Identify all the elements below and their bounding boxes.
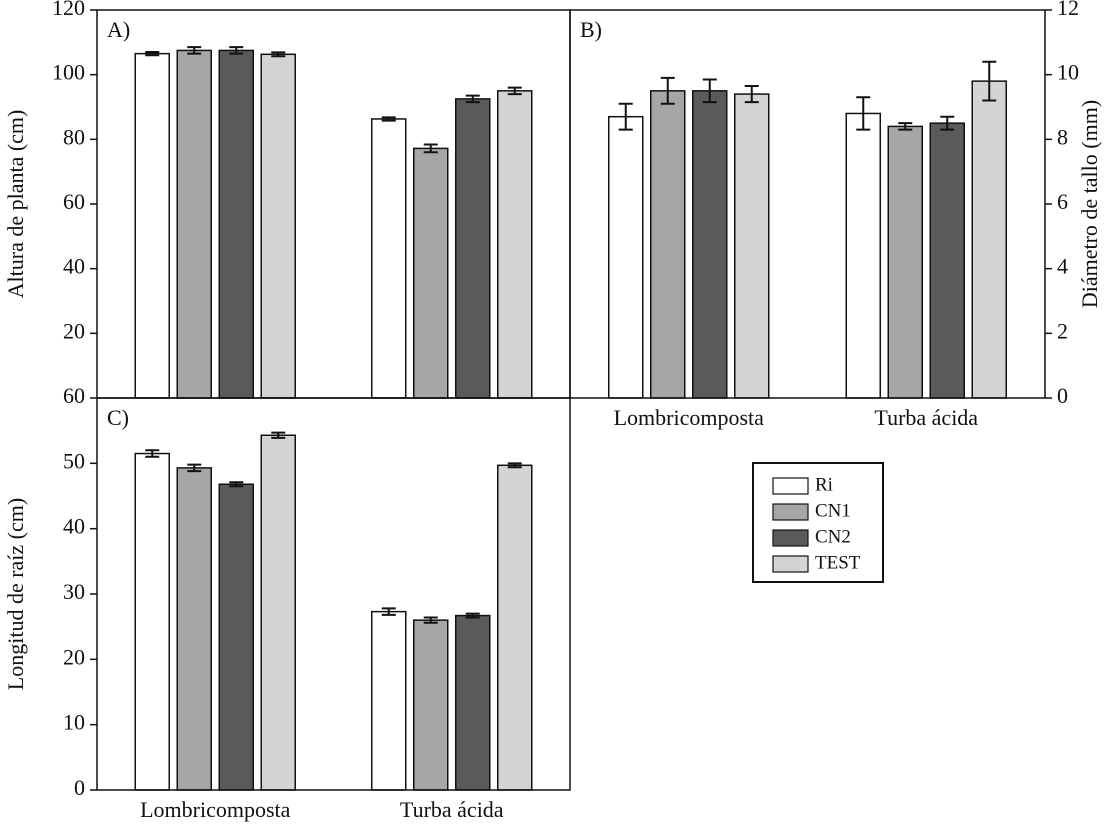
bar	[371, 610, 407, 791]
legend-swatch	[772, 503, 809, 521]
y-tick-label: 4	[1057, 254, 1068, 279]
error-bar	[660, 76, 675, 105]
bar	[413, 619, 449, 791]
y-tick-label: 40	[63, 254, 85, 279]
error-bar	[465, 612, 480, 619]
y-tick-label: 10	[1057, 60, 1079, 85]
y-tick-label: 2	[1057, 318, 1068, 343]
x-tick-label: Lombricomposta	[140, 797, 291, 822]
bar	[455, 614, 491, 791]
error-bar	[423, 616, 438, 624]
error-bar	[145, 449, 160, 458]
bar	[692, 90, 728, 399]
y-tick-label: 50	[63, 448, 85, 473]
y-tick-label: 20	[63, 644, 85, 669]
legend-label: Ri	[815, 474, 833, 495]
bar	[260, 53, 296, 399]
y-tick-label: 100	[52, 60, 85, 85]
bar	[260, 434, 296, 791]
bar	[176, 467, 212, 791]
bar	[971, 80, 1007, 399]
error-bar	[271, 51, 286, 58]
y-tick-label: 12	[1057, 0, 1079, 20]
error-bar	[465, 94, 480, 104]
error-bar	[187, 463, 202, 473]
error-bar	[187, 46, 202, 55]
error-bar	[381, 607, 396, 616]
bar	[845, 112, 881, 399]
error-bar	[618, 102, 633, 131]
error-bar	[898, 122, 913, 131]
bar	[413, 147, 449, 399]
bar	[887, 125, 923, 399]
error-bar	[856, 96, 871, 131]
error-bar	[702, 78, 717, 104]
bar	[218, 483, 254, 791]
y-axis-title: Altura de planta (cm)	[3, 110, 28, 299]
bar	[929, 122, 965, 399]
y-tick-label: 40	[63, 514, 85, 539]
error-bar	[982, 60, 997, 102]
bar	[218, 49, 254, 399]
y-tick-label: 8	[1057, 124, 1068, 149]
panel-label: B)	[580, 17, 602, 42]
error-bar	[744, 84, 759, 104]
panel-label: C)	[107, 405, 129, 430]
error-bar	[507, 462, 522, 469]
error-bar	[381, 116, 396, 122]
y-tick-label: 30	[63, 579, 85, 604]
error-bar	[507, 86, 522, 96]
error-bar	[229, 46, 244, 55]
bar	[134, 52, 170, 399]
y-tick-label: 20	[63, 318, 85, 343]
legend-label: CN1	[815, 500, 851, 521]
y-tick-label: 60	[63, 189, 85, 214]
bar	[134, 452, 170, 791]
legend-label: CN2	[815, 526, 851, 547]
error-bar	[145, 51, 160, 57]
legend-swatch	[772, 529, 809, 547]
bar	[455, 98, 491, 399]
bar	[176, 49, 212, 399]
y-axis-title: Longitud de raíz (cm)	[3, 498, 28, 690]
legend-swatch	[772, 477, 809, 495]
bar	[497, 464, 533, 791]
bar	[608, 115, 644, 399]
y-tick-label: 6	[1057, 189, 1068, 214]
y-tick-label: 120	[52, 0, 85, 20]
y-axis-title: Diámetro de tallo (mm)	[1077, 100, 1102, 308]
error-bar	[423, 143, 438, 154]
x-tick-label: Turba ácida	[400, 797, 504, 822]
bar	[371, 118, 407, 399]
legend-label: TEST	[815, 552, 861, 573]
error-bar	[940, 115, 955, 131]
y-tick-label: 60	[63, 383, 85, 408]
bar	[497, 90, 533, 399]
error-bar	[271, 431, 286, 439]
x-tick-label: Turba ácida	[874, 405, 978, 430]
legend-swatch	[772, 555, 809, 573]
y-tick-label: 80	[63, 124, 85, 149]
y-tick-label: 10	[63, 710, 85, 735]
bar	[734, 93, 770, 399]
bar	[650, 90, 686, 399]
y-tick-label: 0	[1057, 383, 1068, 408]
error-bar	[229, 481, 244, 488]
y-tick-label: 0	[74, 775, 85, 800]
x-tick-label: Lombricomposta	[614, 405, 765, 430]
panel-label: A)	[107, 17, 130, 42]
